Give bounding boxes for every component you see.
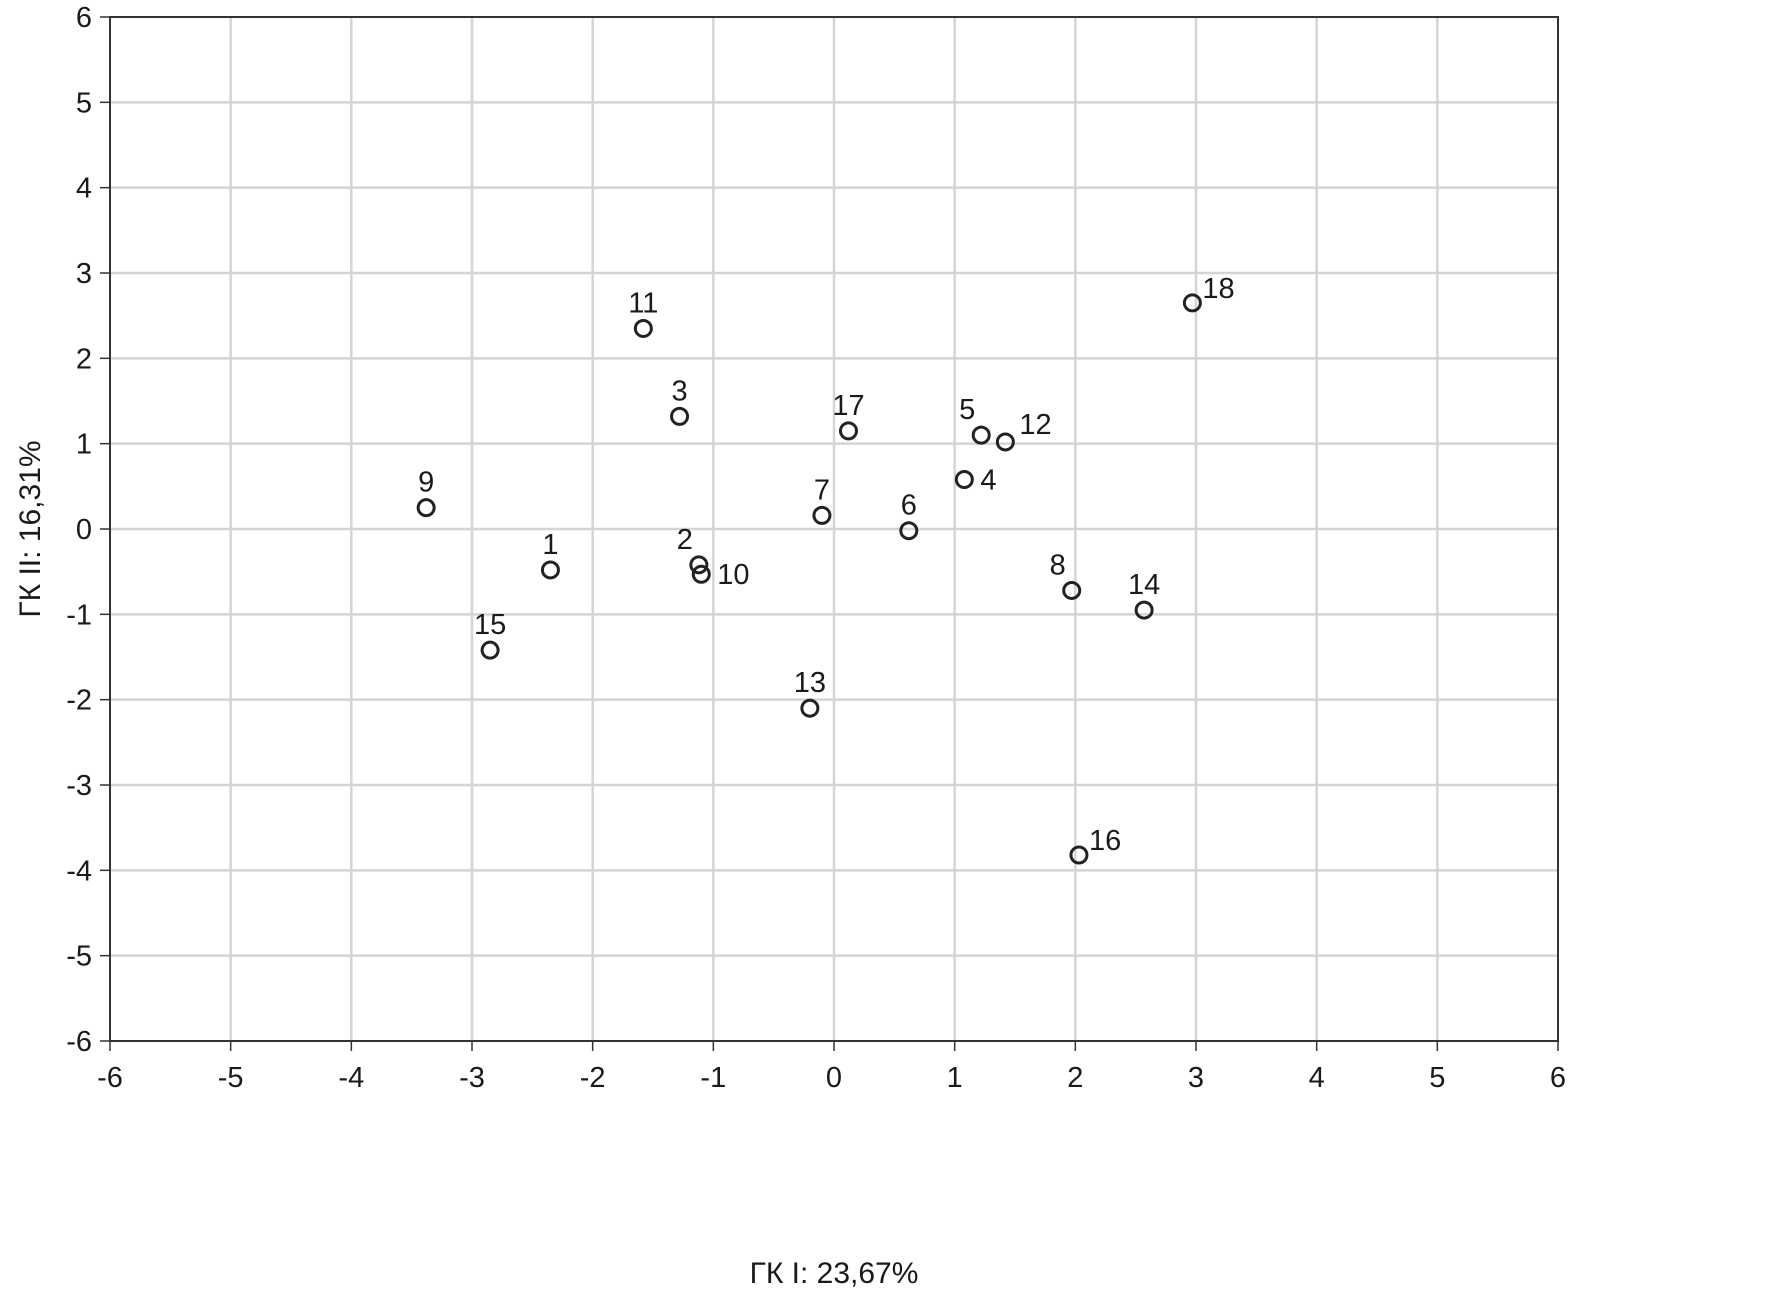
x-axis-title: ГК I: 23,67% [750, 1257, 919, 1290]
x-tick-label: -5 [218, 1062, 244, 1094]
data-point-marker [1182, 293, 1202, 313]
data-point-label: 3 [671, 375, 687, 407]
data-point-label: 6 [901, 490, 917, 522]
data-point-label: 10 [717, 559, 749, 591]
y-tick-label: 4 [76, 173, 92, 205]
data-point-label: 2 [677, 524, 693, 556]
x-tick-label: 2 [1067, 1062, 1083, 1094]
data-point-label: 1 [542, 529, 558, 561]
data-point-marker [670, 406, 690, 426]
x-tick-label: 1 [947, 1062, 963, 1094]
data-point-label: 5 [959, 394, 975, 426]
data-point-marker [899, 521, 919, 541]
data-point-marker [954, 470, 974, 490]
y-tick-label: -4 [66, 855, 92, 887]
data-point-marker [812, 505, 832, 525]
y-tick-label: 2 [76, 343, 92, 375]
y-tick-label: -3 [66, 770, 92, 802]
x-tick-label: -4 [338, 1062, 364, 1094]
x-tick-label: 5 [1429, 1062, 1445, 1094]
x-tick-label: 3 [1188, 1062, 1204, 1094]
y-tick-label: -5 [66, 941, 92, 973]
data-point-marker [689, 555, 709, 575]
y-tick-label: 5 [76, 87, 92, 119]
x-tick-label: 6 [1550, 1062, 1566, 1094]
y-tick-label: 0 [76, 514, 92, 546]
data-point-label: 14 [1128, 569, 1160, 601]
data-point-label: 15 [474, 609, 506, 641]
data-point-label: 9 [418, 467, 434, 499]
data-point-marker [838, 421, 858, 441]
data-point-marker [540, 560, 560, 580]
y-tick-label: -6 [66, 1026, 92, 1058]
data-point-marker [1069, 845, 1089, 865]
x-tick-label: 4 [1309, 1062, 1325, 1094]
x-tick-label: 0 [826, 1062, 842, 1094]
x-tick-label: -2 [580, 1062, 606, 1094]
data-point-marker [800, 698, 820, 718]
grid-lines [110, 17, 1558, 1041]
data-point-label: 17 [832, 390, 864, 422]
data-point-label: 18 [1202, 273, 1234, 305]
y-axis-title: ГК II: 16,31% [14, 440, 47, 617]
data-point-label: 16 [1089, 825, 1121, 857]
y-tick-label: 3 [76, 258, 92, 290]
x-tick-label: -3 [459, 1062, 485, 1094]
data-point-label: 11 [628, 287, 658, 319]
data-point-marker [416, 498, 436, 518]
data-point-marker [971, 425, 991, 445]
data-point-marker [1134, 600, 1154, 620]
data-point-marker [1062, 580, 1082, 600]
y-tick-label: -1 [66, 599, 92, 631]
y-tick-label: 1 [76, 429, 92, 461]
data-point-label: 13 [794, 667, 826, 699]
data-point-label: 7 [814, 474, 830, 506]
data-point-label: 4 [980, 465, 996, 497]
data-point-label: 12 [1019, 409, 1051, 441]
y-tick-label: 6 [76, 2, 92, 34]
y-tick-label: -2 [66, 685, 92, 717]
data-point-marker [633, 318, 653, 338]
data-point-label: 8 [1050, 549, 1066, 581]
x-tick-label: -6 [97, 1062, 123, 1094]
data-point-marker [995, 432, 1015, 452]
x-tick-label: -1 [700, 1062, 726, 1094]
data-point-marker [480, 640, 500, 660]
data-point-marker [691, 564, 711, 584]
